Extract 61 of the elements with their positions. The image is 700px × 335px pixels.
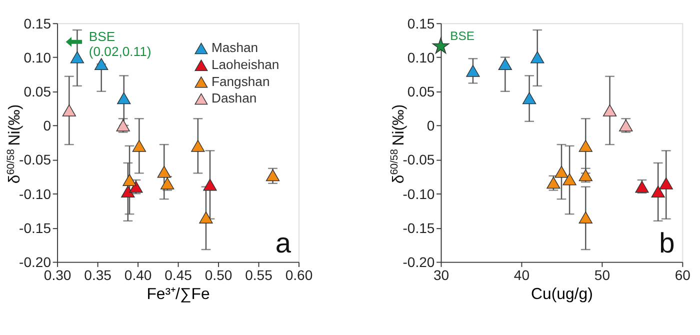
point — [121, 186, 135, 198]
x-tick-label: 0.55 — [245, 267, 273, 284]
x-tick-label: 40 — [514, 267, 530, 284]
point — [132, 140, 146, 152]
x-tick-label: 50 — [594, 267, 610, 284]
point — [94, 58, 108, 70]
point — [659, 177, 673, 190]
point — [70, 51, 84, 64]
y-tick-label: -0.20 — [402, 254, 435, 270]
x-tick-label: 60 — [674, 267, 691, 284]
y-tick-label: 0.05 — [24, 84, 52, 100]
point — [157, 166, 171, 178]
y-tick-label: -0.20 — [19, 254, 52, 270]
y-tick-label: -0.10 — [402, 186, 435, 202]
y-tick-label: 0.10 — [407, 49, 435, 66]
point — [578, 140, 592, 152]
y-tick-label: 0.15 — [407, 15, 435, 32]
point — [191, 140, 205, 152]
point — [522, 92, 536, 104]
legend-label: Laoheishan — [211, 57, 280, 72]
x-tick-label: 30 — [433, 267, 450, 284]
point — [562, 173, 576, 186]
point — [602, 104, 617, 116]
point — [62, 104, 76, 116]
point — [530, 51, 544, 64]
x-tick-label: 0.60 — [285, 267, 313, 284]
point — [498, 58, 512, 70]
x-tick-label: 0.50 — [204, 267, 232, 284]
point — [466, 64, 480, 77]
x-tick-label: 0.35 — [84, 267, 112, 284]
point — [554, 166, 568, 178]
y-tick-label: 0 — [43, 118, 52, 134]
legend-label: Mashan — [211, 40, 258, 56]
point — [203, 178, 217, 191]
y-tick-label: -0.15 — [19, 220, 52, 236]
x-tick-label: 0.45 — [164, 267, 192, 284]
point — [432, 37, 450, 54]
x-axis-title: Fe³⁺/∑Fe — [146, 286, 210, 303]
y-tick-label: -0.05 — [402, 152, 435, 168]
x-tick-label: 0.40 — [124, 267, 152, 284]
y-tick-label: 0.15 — [24, 15, 52, 32]
y-tick-label: 0.05 — [407, 84, 435, 100]
annotation: a — [275, 227, 292, 258]
legend-label: Fangshan — [211, 74, 270, 89]
y-tick-label: 0.10 — [24, 49, 52, 66]
annotation: BSE (0.02,0.11) — [88, 28, 152, 59]
x-tick-label: 0.30 — [44, 267, 72, 284]
y-tick-label: 0 — [426, 118, 435, 134]
series-label: BSE — [450, 28, 474, 43]
annotation: b — [659, 227, 675, 258]
y-tick-label: -0.10 — [19, 186, 52, 202]
point — [199, 212, 213, 224]
point — [578, 212, 592, 224]
y-tick-label: -0.15 — [402, 220, 435, 236]
point — [117, 92, 131, 104]
x-axis-title: Cu(ug/g) — [531, 286, 593, 303]
point — [266, 169, 280, 182]
y-tick-label: -0.05 — [19, 152, 52, 168]
point — [122, 174, 136, 186]
legend-label: Dashan — [211, 90, 257, 106]
point — [651, 186, 665, 198]
